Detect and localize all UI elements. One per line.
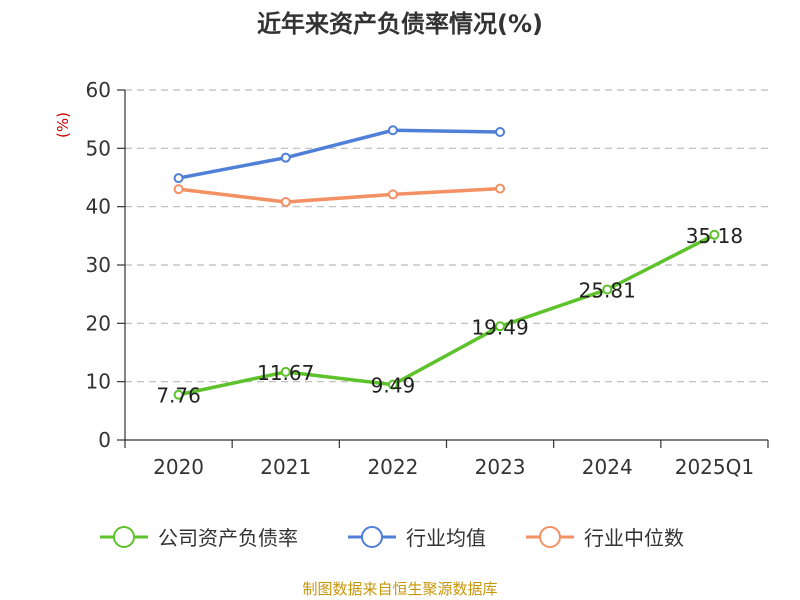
x-tick-label: 2022 [367,455,418,479]
data-point [387,189,398,200]
data-point [280,197,291,207]
y-tick-label: 10 [86,370,111,394]
legend: 公司资产负债率 行业均值 行业中位数 [100,526,684,550]
data-point [709,229,720,240]
legend-item-0: 公司资产负债率 [100,526,298,550]
data-point [173,389,184,400]
y-tick-label: 20 [86,311,111,335]
legend-marker [539,526,561,548]
legend-label: 行业均值 [406,526,486,550]
y-axis-label: (%) [54,112,72,138]
data-label: 9.49 [371,374,416,398]
series-1 [173,125,506,184]
data-point [602,284,613,295]
data-point [495,321,506,332]
y-tick-label: 30 [86,253,111,277]
axes: 0 10 20 30 40 50 60 2020 2021 2022 2023 2024 2025Q1 [86,78,769,479]
legend-item-2: 行业中位数 [526,526,684,550]
data-label: 35.18 [686,224,743,248]
legend-label: 行业中位数 [584,526,684,550]
x-tick-label: 2023 [475,455,526,479]
data-label: 19.49 [471,315,528,339]
series-0: 7.76 11.67 9.49 19.49 25.81 35.18 [156,224,743,408]
x-tick-label: 2020 [153,455,204,479]
y-tick-label: 60 [86,78,111,102]
data-label: 11.67 [257,361,314,385]
series-group: 7.76 11.67 9.49 19.49 25.81 35.18 [156,125,743,408]
series-line [178,128,501,180]
data-point [280,152,291,163]
series-line [178,186,501,204]
legend-marker [113,526,135,548]
legend-label: 公司资产负债率 [158,526,298,550]
x-tick-label: 2025Q1 [675,455,754,479]
data-point [495,127,506,137]
data-point [280,366,291,377]
grid-lines [125,89,768,383]
data-point [387,125,398,136]
series-2 [173,183,506,207]
y-tick-label: 0 [98,428,111,452]
data-label: 25.81 [579,278,636,302]
data-point [495,183,506,194]
source-note: 制图数据来自恒生聚源数据库 [302,580,497,598]
x-tick-label: 2024 [582,455,633,479]
x-tick-label: 2021 [260,455,311,479]
series-line [178,233,716,397]
data-point [173,173,184,184]
data-label: 7.76 [156,384,201,408]
y-tick-label: 40 [86,195,111,219]
legend-item-1: 行业均值 [348,526,486,550]
y-tick-label: 50 [86,136,111,160]
data-point [387,379,398,390]
data-point [173,184,184,195]
chart-title: 近年来资产负债率情况(%) [257,10,543,38]
legend-marker [361,526,383,548]
